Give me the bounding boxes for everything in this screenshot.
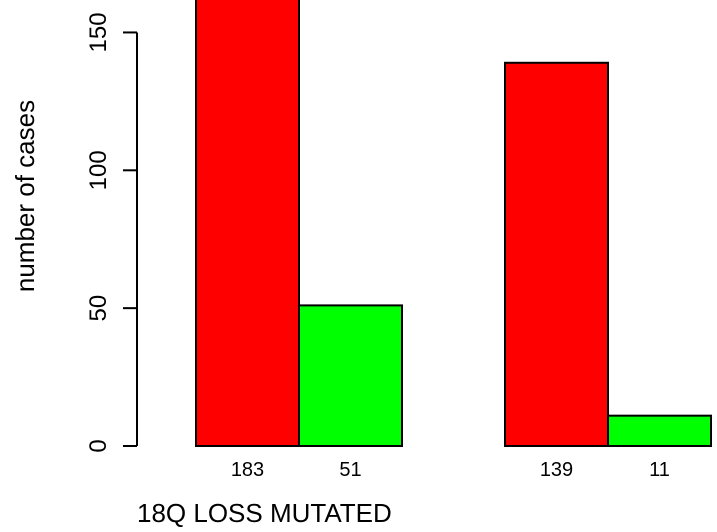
bar [504, 61, 609, 447]
bar-count-label: 139 [540, 459, 573, 481]
bar-count-label: 51 [339, 459, 361, 481]
bar [607, 414, 712, 448]
y-tick-label: 100 [85, 150, 112, 190]
bar-count-label: 11 [649, 459, 670, 481]
bar-count-label: 183 [231, 459, 264, 481]
y-tick-label: 50 [85, 295, 112, 322]
y-axis-title: number of cases [10, 100, 40, 292]
y-tick-label: 150 [85, 12, 112, 52]
bar-count-labels: 183 51 139 11 [231, 459, 670, 481]
x-axis-title: 18Q LOSS MUTATED [137, 498, 392, 528]
bars [195, 0, 712, 448]
y-tick-label: 0 [85, 439, 112, 452]
bar [298, 304, 403, 447]
y-axis: 0 50 100 150 [85, 12, 138, 453]
bar [195, 0, 300, 447]
